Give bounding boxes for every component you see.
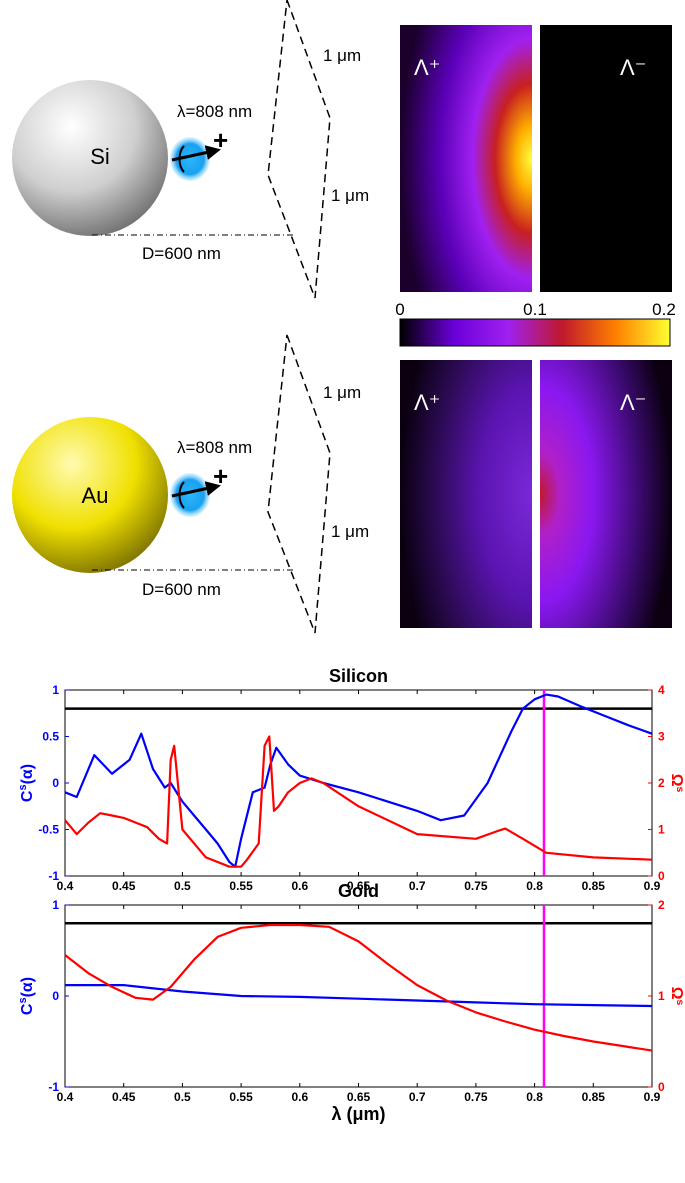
x-tick-label: 0.55 xyxy=(229,879,253,893)
plot-frame xyxy=(64,904,653,1088)
x-tick-label: 0.5 xyxy=(174,1090,191,1104)
x-tick-label: 0.75 xyxy=(464,1090,488,1104)
dipole-glow-icon xyxy=(170,137,210,181)
y-left-axis-label: Cs(α) xyxy=(17,977,36,1015)
gold-map-lambda-minus xyxy=(540,360,672,628)
silicon-map-minus-label: Λ⁻ xyxy=(620,55,646,80)
gold-chart: Gold 0.4 0.45 0.5 0.55 0.6 0.65 0.7 0.75 0.8 0.85 0… xyxy=(17,881,685,1124)
series-line-omega xyxy=(64,923,653,1052)
x-tick-label: 0.85 xyxy=(582,879,606,893)
x-tick-label: 0.9 xyxy=(644,1090,661,1104)
x-tick-label: 0.8 xyxy=(526,879,543,893)
plane-width-label: 1 μm xyxy=(323,383,361,402)
x-tick-label: 0.9 xyxy=(644,879,661,893)
observation-plane-outline xyxy=(267,0,331,299)
y-right-tick-label: 2 xyxy=(658,898,665,912)
colorbar-gradient xyxy=(399,318,671,347)
y-left-tick-label: 0.5 xyxy=(42,730,59,744)
x-tick-label: 0.4 xyxy=(57,879,74,893)
x-tick-label: 0.6 xyxy=(291,879,308,893)
silicon-sphere xyxy=(12,80,168,236)
y-left-tick-label: -1 xyxy=(48,1080,59,1094)
y-right-axis-label: Ωs xyxy=(668,774,685,793)
colorbar: 0 0.1 0.2 xyxy=(395,300,676,347)
y-right-tick-label: 0 xyxy=(658,1080,665,1094)
y-right-tick-label: 4 xyxy=(658,683,665,697)
y-left-tick-label: -1 xyxy=(48,869,59,883)
distance-label: D=600 nm xyxy=(142,580,221,599)
colorbar-tick-0: 0 xyxy=(395,300,404,319)
panel-gold-scene: Au + λ=808 nm D=600 nm 1 μm 1 μm xyxy=(12,334,369,634)
series-line-cs xyxy=(64,693,653,868)
y-right-tick-label: 1 xyxy=(658,823,665,837)
observation-plane-outline xyxy=(267,334,331,634)
dipole-plus-sign: + xyxy=(213,461,228,491)
gold-map-lambda-plus xyxy=(400,360,532,628)
silicon-map-lambda-minus xyxy=(540,25,672,292)
panel-silicon-scene: Si + λ=808 nm D=600 nm 1 μm 1 μm xyxy=(12,0,369,299)
silicon-chart: Silicon 0.4 0.45 0.5 0.55 0.6 0.65 0.7 0.75 0.8 0.… xyxy=(17,666,685,893)
series-line-cs xyxy=(65,983,653,1008)
x-tick-label: 0.45 xyxy=(112,879,136,893)
x-axis-label: λ (μm) xyxy=(331,1104,385,1124)
x-tick-label: 0.75 xyxy=(464,879,488,893)
x-tick-label: 0.7 xyxy=(409,879,426,893)
gold-field-maps: Λ⁺ Λ⁻ xyxy=(400,360,672,628)
colorbar-tick-1: 0.1 xyxy=(523,300,547,319)
gold-map-plus-label: Λ⁺ xyxy=(414,390,440,415)
plane-width-label: 1 μm xyxy=(323,46,361,65)
x-tick-label: 0.4 xyxy=(57,1090,74,1104)
y-left-tick-label: 1 xyxy=(52,683,59,697)
y-left-tick-label: 1 xyxy=(52,898,59,912)
y-right-tick-label: 1 xyxy=(658,989,665,1003)
y-right-axis-label: Ωs xyxy=(668,987,685,1006)
plot-frame xyxy=(64,689,653,877)
wavelength-label: λ=808 nm xyxy=(177,102,252,121)
chart-title: Gold xyxy=(338,881,379,901)
y-right-tick-label: 0 xyxy=(658,869,665,883)
y-left-tick-label: 0 xyxy=(52,776,59,790)
dipole-arrow-icon xyxy=(171,145,221,162)
x-tick-label: 0.85 xyxy=(582,1090,606,1104)
x-tick-label: 0.7 xyxy=(409,1090,426,1104)
plane-height-label: 1 μm xyxy=(331,186,369,205)
plane-height-label: 1 μm xyxy=(331,522,369,541)
dipole-plus-sign: + xyxy=(213,125,228,155)
gold-sphere xyxy=(12,417,168,573)
silicon-map-plus-label: Λ⁺ xyxy=(414,55,440,80)
colorbar-tick-2: 0.2 xyxy=(652,300,676,319)
x-tick-label: 0.65 xyxy=(347,879,371,893)
dipole-arrow-icon xyxy=(171,481,221,498)
y-left-tick-label: 0 xyxy=(52,989,59,1003)
silicon-map-lambda-plus xyxy=(400,25,532,292)
distance-label: D=600 nm xyxy=(142,244,221,263)
silicon-material-label: Si xyxy=(90,144,110,169)
y-right-tick-label: 3 xyxy=(658,730,665,744)
x-tick-label: 0.65 xyxy=(347,1090,371,1104)
y-right-tick-label: 2 xyxy=(658,776,665,790)
x-tick-label: 0.8 xyxy=(526,1090,543,1104)
x-tick-label: 0.6 xyxy=(291,1090,308,1104)
gold-material-label: Au xyxy=(82,483,109,508)
x-tick-label: 0.5 xyxy=(174,879,191,893)
chart-title: Silicon xyxy=(329,666,388,686)
y-left-axis-label: Cs(α) xyxy=(17,764,36,802)
x-tick-label: 0.45 xyxy=(112,1090,136,1104)
x-tick-label: 0.55 xyxy=(229,1090,253,1104)
gold-map-minus-label: Λ⁻ xyxy=(620,390,646,415)
wavelength-label: λ=808 nm xyxy=(177,438,252,457)
series-line-omega xyxy=(64,735,653,868)
dipole-glow-icon xyxy=(170,473,210,517)
silicon-field-maps: Λ⁺ Λ⁻ xyxy=(400,25,672,292)
y-left-tick-label: -0.5 xyxy=(38,823,59,837)
